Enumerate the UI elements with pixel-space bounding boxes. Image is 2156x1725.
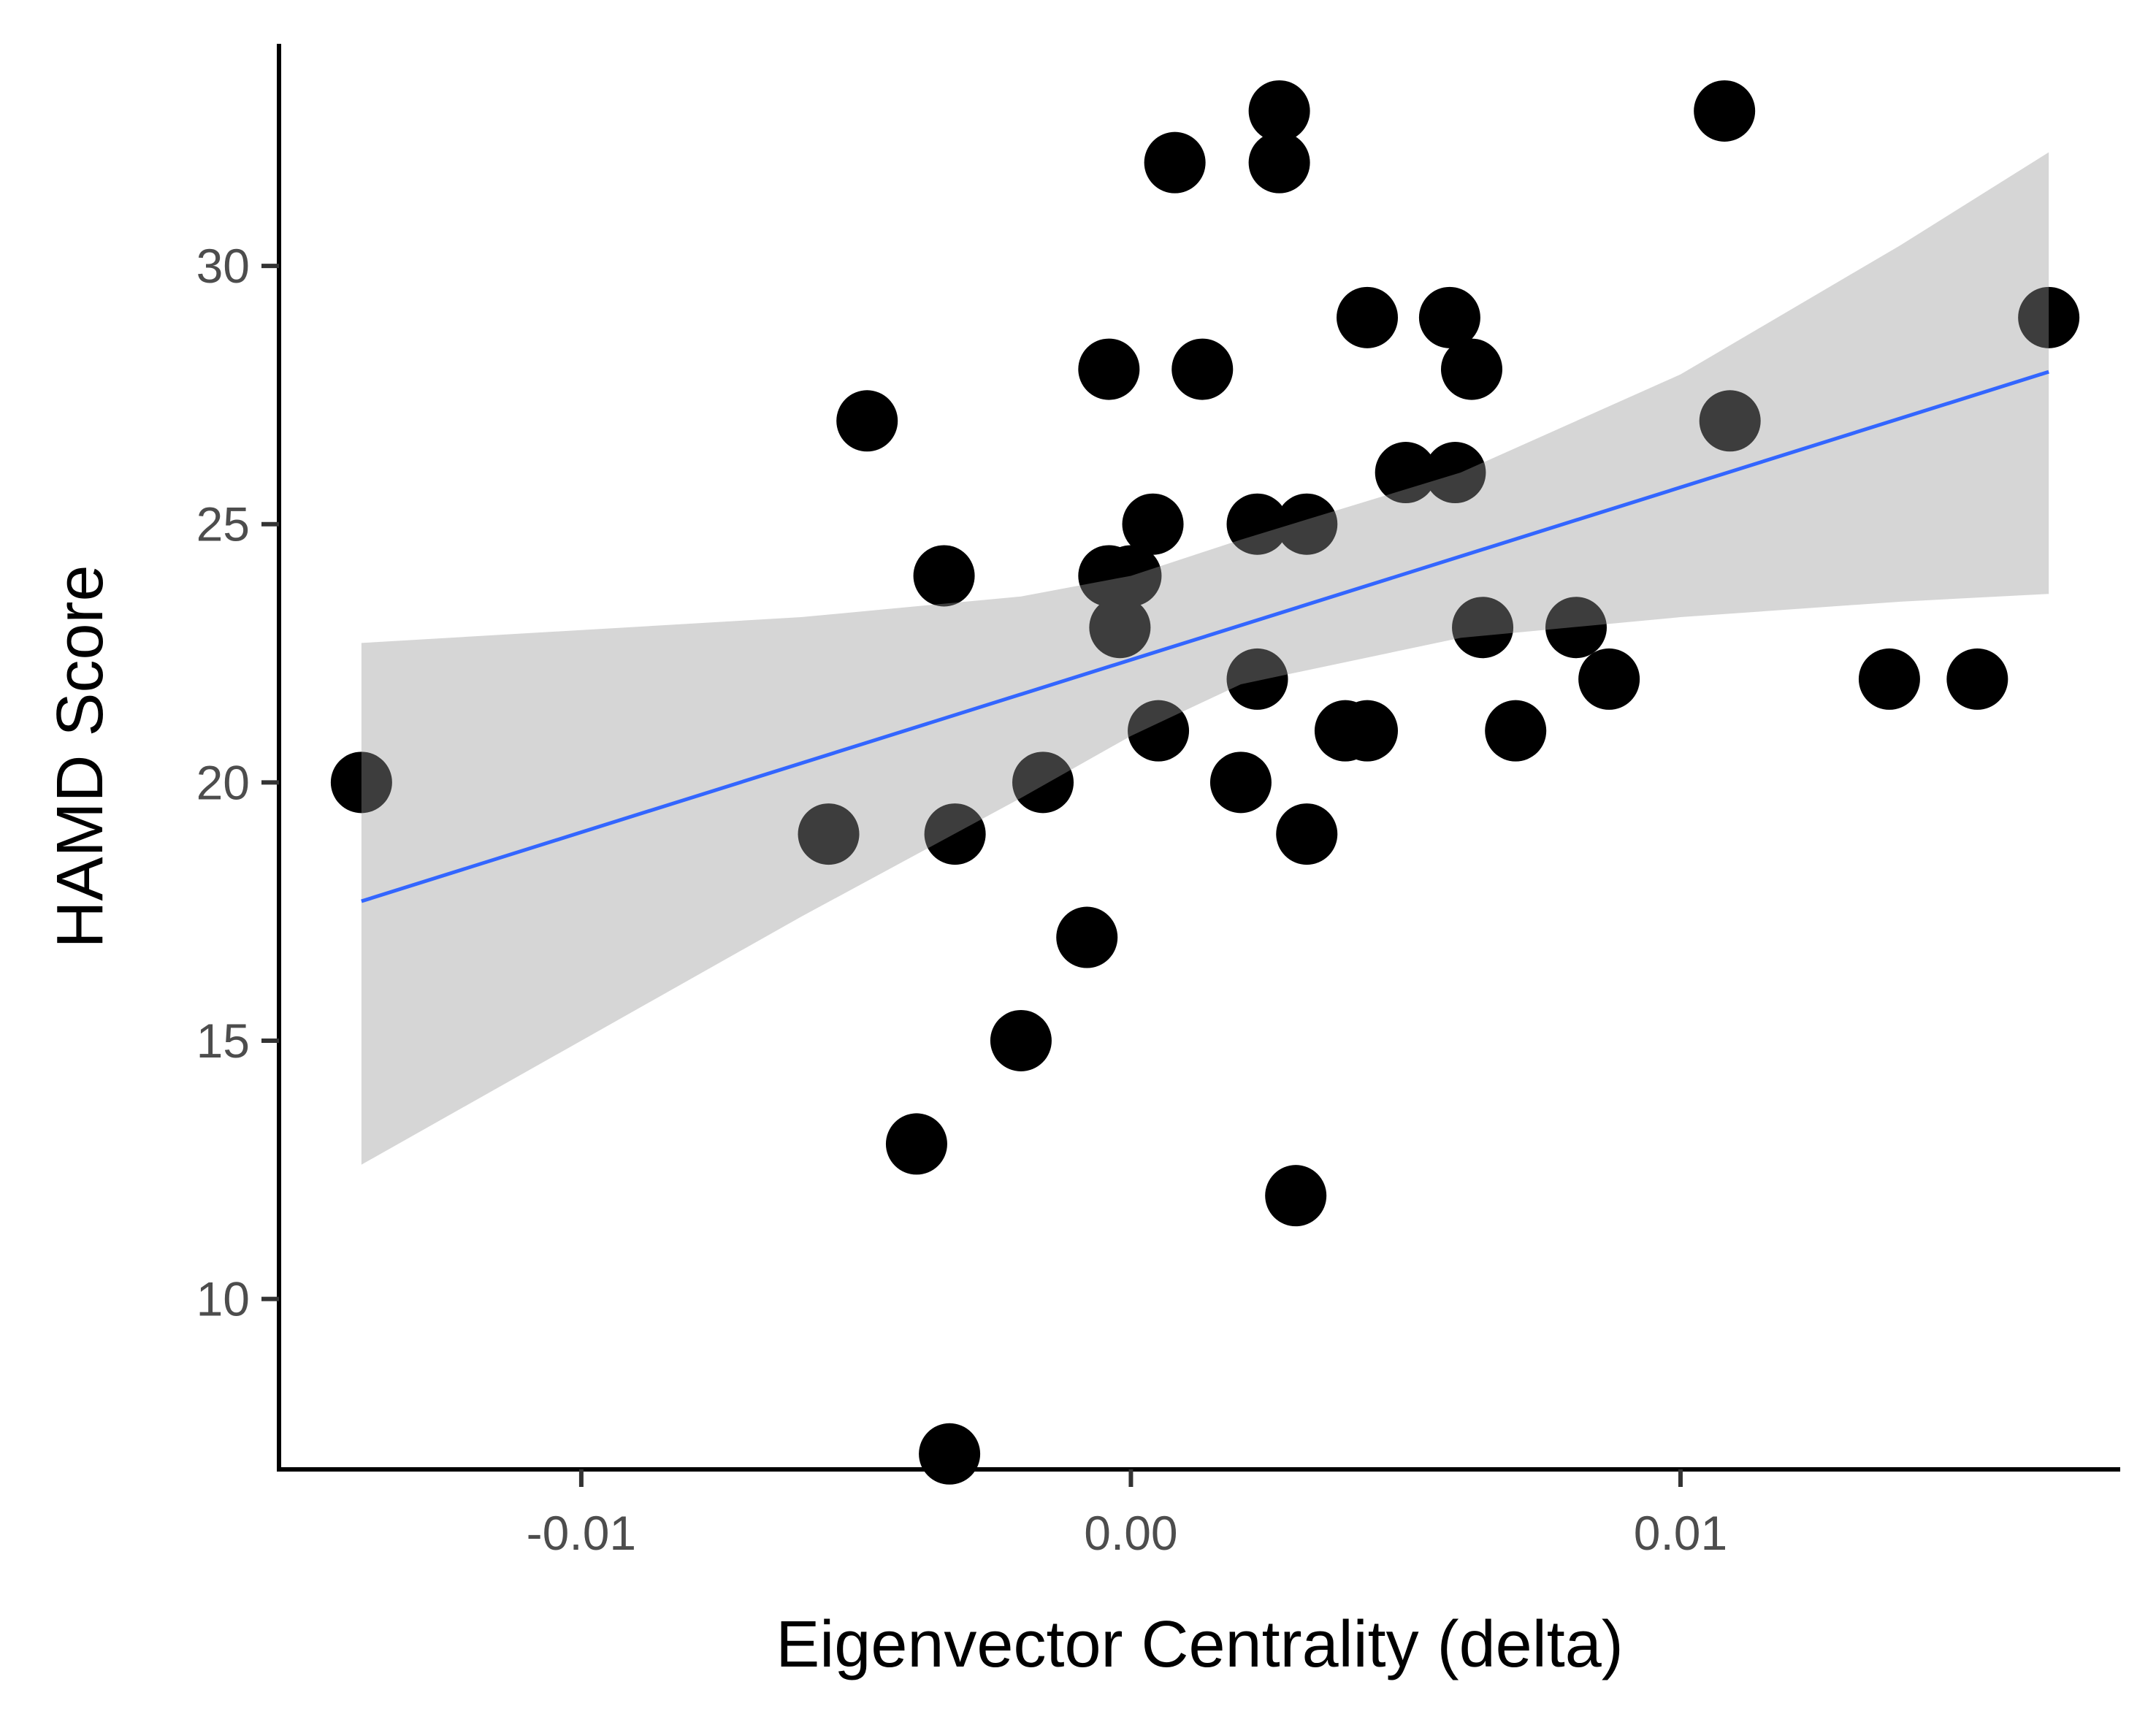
- confidence-band-layer: [361, 152, 2049, 1165]
- y-axis-title: HAMD Score: [44, 565, 117, 948]
- data-point-35: [1545, 597, 1607, 659]
- data-point-36: [1578, 648, 1640, 710]
- data-point-2: [836, 390, 898, 452]
- y-tick-label-1: 15: [196, 1014, 250, 1068]
- x-tick-label-2: 0.01: [1634, 1506, 1727, 1560]
- data-point-14: [1122, 493, 1184, 555]
- data-point-16: [1144, 131, 1206, 194]
- data-point-5: [919, 1423, 981, 1485]
- data-point-27: [1337, 700, 1399, 762]
- data-point-15: [1128, 700, 1190, 762]
- data-point-40: [1946, 648, 2008, 710]
- data-point-37: [1694, 80, 1756, 142]
- data-point-8: [1012, 751, 1074, 814]
- data-point-1: [798, 803, 860, 865]
- data-point-4: [913, 545, 975, 607]
- data-point-10: [1078, 338, 1140, 400]
- data-point-33: [1452, 597, 1514, 659]
- data-point-13: [1089, 597, 1151, 659]
- data-point-17: [1171, 338, 1234, 400]
- data-point-24: [1276, 803, 1338, 865]
- data-point-0: [330, 751, 392, 814]
- y-tick-label-3: 25: [196, 497, 250, 551]
- data-point-3: [885, 1113, 947, 1175]
- data-point-12: [1100, 545, 1162, 607]
- y-tick-label-0: 10: [196, 1272, 250, 1326]
- data-point-21: [1248, 80, 1310, 142]
- data-point-22: [1248, 131, 1310, 194]
- x-tick-label-1: 0.00: [1084, 1506, 1177, 1560]
- data-point-23: [1265, 1165, 1327, 1227]
- axes: -0.01 0.00 0.01 10 15 20 25 30: [196, 44, 2120, 1560]
- data-point-41: [2018, 286, 2080, 348]
- data-point-31: [1424, 442, 1486, 504]
- data-point-18: [1209, 751, 1272, 814]
- regression-line: [361, 370, 2049, 903]
- data-point-39: [1858, 648, 1920, 710]
- data-point-38: [1699, 390, 1761, 452]
- data-point-28: [1337, 286, 1399, 348]
- data-point-30: [1418, 286, 1480, 348]
- y-tick-label-4: 30: [196, 239, 250, 293]
- x-tick-label-0: -0.01: [527, 1506, 636, 1560]
- data-point-19: [1226, 493, 1288, 555]
- regression-line-layer: [361, 370, 2049, 903]
- y-tick-label-2: 20: [196, 755, 250, 809]
- data-point-29: [1375, 442, 1437, 504]
- data-point-34: [1485, 700, 1547, 762]
- data-point-6: [924, 803, 986, 865]
- data-point-20: [1226, 648, 1288, 710]
- x-axis-title: Eigenvector Centrality (delta): [776, 1608, 1624, 1681]
- data-point-9: [1056, 906, 1118, 968]
- data-points-layer: [330, 80, 2080, 1485]
- data-point-25: [1276, 493, 1338, 555]
- data-point-32: [1441, 338, 1503, 400]
- confidence-band: [361, 152, 2049, 1165]
- data-point-7: [990, 1009, 1052, 1071]
